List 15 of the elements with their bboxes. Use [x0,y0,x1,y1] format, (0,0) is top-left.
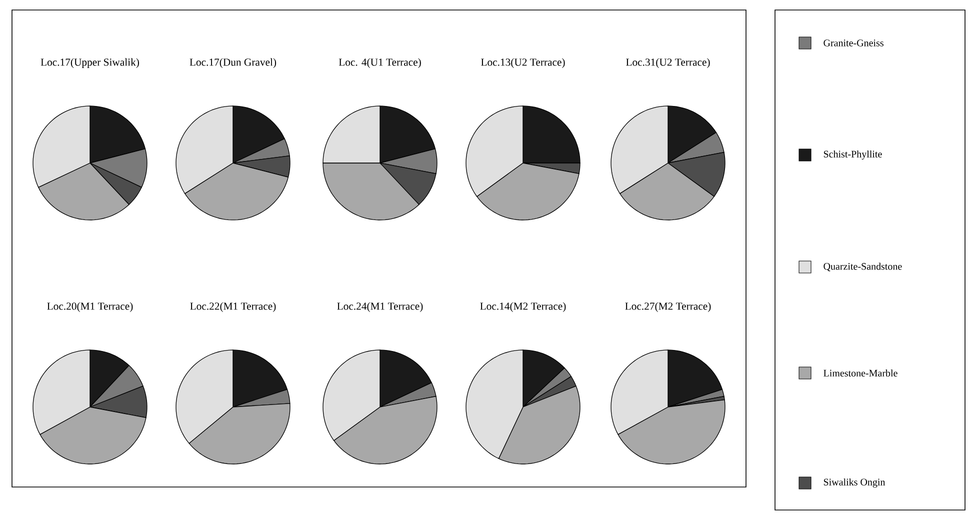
chart-title: Loc.31(U2 Terrace) [626,58,710,68]
chart-title: Loc.24(M1 Terrace) [337,302,423,312]
legend-label: Limestone-Marble [824,369,898,377]
chart-title: Loc.14(M2 Terrace) [480,302,566,312]
chart-title: Loc.17(Dun Gravel) [190,58,276,68]
chart-title: Loc. 4(U1 Terrace) [338,58,421,68]
legend-label: Quarzite-Sandstone [824,262,902,272]
chart-title: Loc.22(M1 Terrace) [190,302,276,312]
chart-title: Loc.27(M2 Terrace) [625,302,711,312]
chart-title: Loc.20(M1 Terrace) [47,302,133,312]
legend-label: Schist-Phyllite [824,150,882,160]
chart-title: Loc.13(U2 Terrace) [481,58,565,68]
legend-label: Granite-Gneiss [824,40,884,46]
text: Loc.17(Upper Siwalik) [40,58,139,68]
legend-label: Siwaliks Ongin [824,478,886,488]
